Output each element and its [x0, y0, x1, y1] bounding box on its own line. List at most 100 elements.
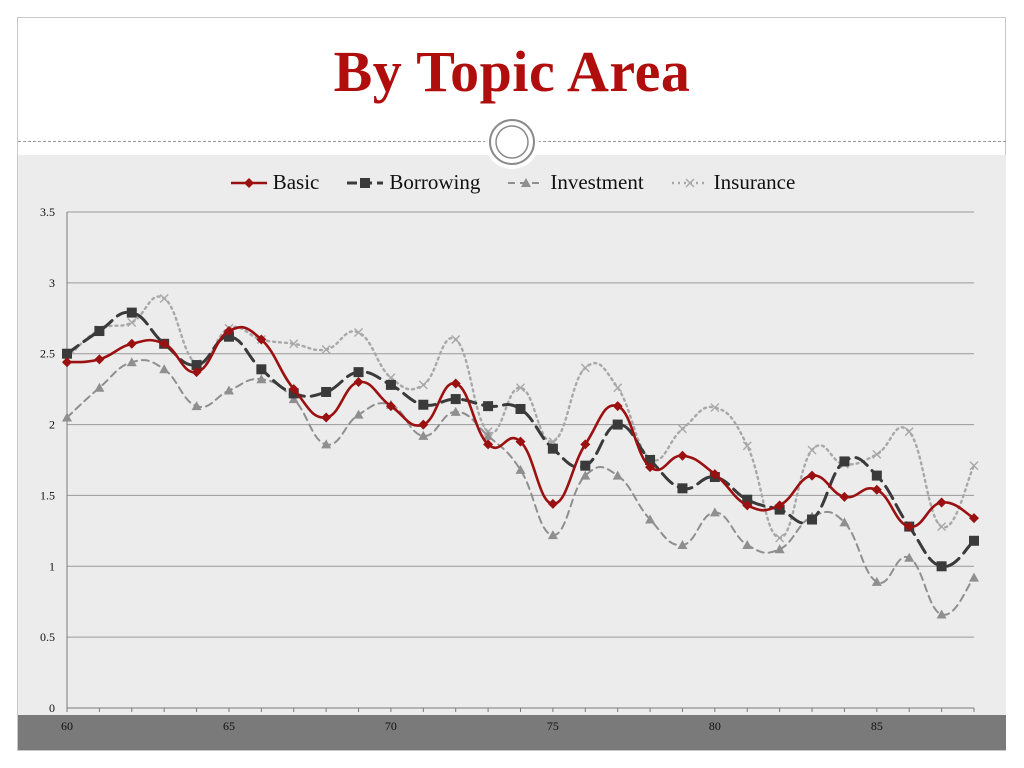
content-footer-band — [18, 715, 1006, 750]
data-point-basic — [936, 497, 947, 508]
data-point-basic — [807, 470, 818, 481]
data-point-borrowing — [126, 307, 137, 318]
x-tick-label: 70 — [385, 719, 397, 733]
data-point-basic — [94, 354, 105, 365]
data-point-insurance — [289, 339, 299, 349]
data-point-investment — [353, 409, 364, 419]
data-point-borrowing — [807, 514, 818, 525]
data-point-insurance — [418, 380, 428, 390]
y-tick-label: 1 — [49, 559, 55, 573]
data-point-investment — [450, 406, 461, 416]
legend-item-investment: Investment — [506, 170, 644, 195]
data-point-basic — [547, 498, 558, 509]
x-tick-label: 65 — [223, 719, 235, 733]
medallion-ornament — [485, 115, 539, 169]
data-point-investment — [223, 385, 234, 395]
data-point-insurance — [580, 363, 590, 373]
y-tick-label: 3 — [49, 276, 55, 290]
data-point-insurance — [613, 383, 623, 393]
data-point-basic — [159, 338, 170, 349]
data-point-insurance — [159, 293, 169, 303]
data-point-basic — [580, 439, 591, 450]
data-point-basic — [223, 326, 234, 337]
data-point-insurance — [516, 383, 525, 393]
y-tick-label: 1.5 — [40, 488, 55, 502]
data-point-investment — [159, 364, 170, 374]
data-point-investment — [62, 412, 72, 422]
data-point-investment — [904, 552, 915, 562]
data-point-investment — [418, 430, 429, 440]
data-point-borrowing — [580, 460, 591, 471]
data-point-insurance — [451, 335, 461, 345]
legend-label-borrowing: Borrowing — [389, 170, 481, 194]
data-point-basic — [126, 338, 137, 349]
data-point-basic — [450, 378, 461, 389]
y-tick-label: 2.5 — [40, 347, 55, 361]
data-point-basic — [969, 513, 979, 524]
data-point-borrowing — [645, 455, 656, 465]
x-tick-label: 85 — [871, 719, 883, 733]
data-point-basic — [418, 419, 429, 430]
data-point-borrowing — [223, 331, 234, 342]
data-point-borrowing — [871, 470, 882, 481]
data-point-basic — [677, 450, 688, 461]
data-point-investment — [774, 544, 785, 554]
data-point-insurance — [807, 445, 817, 455]
data-point-insurance — [937, 522, 947, 532]
data-point-insurance — [677, 424, 687, 434]
data-point-investment — [580, 470, 591, 480]
data-point-insurance — [354, 327, 364, 337]
data-point-borrowing — [94, 326, 105, 337]
series-line-basic — [65, 325, 976, 528]
data-point-basic — [742, 500, 753, 511]
data-point-investment — [126, 357, 137, 367]
data-point-investment — [969, 572, 979, 582]
data-point-basic — [839, 491, 850, 502]
legend-item-borrowing: Borrowing — [345, 170, 480, 195]
data-point-borrowing — [839, 456, 850, 467]
data-point-insurance — [742, 441, 752, 451]
data-point-basic — [321, 412, 332, 423]
series-line-investment — [66, 359, 975, 616]
data-point-basic — [774, 500, 785, 511]
y-tick-label: 2 — [49, 418, 55, 432]
y-tick-label: 0 — [49, 701, 55, 715]
data-point-insurance — [904, 427, 914, 437]
legend-item-insurance: Insurance — [670, 170, 796, 195]
legend-swatch-borrowing — [347, 177, 384, 188]
data-point-basic — [385, 401, 396, 412]
data-point-borrowing — [256, 364, 267, 375]
y-tick-label: 3.5 — [40, 205, 55, 219]
data-point-basic — [353, 377, 364, 388]
y-tick-label: 0.5 — [40, 630, 55, 644]
data-point-borrowing — [450, 394, 461, 405]
data-point-basic — [256, 334, 267, 345]
legend-swatch-basic — [230, 177, 267, 188]
data-point-insurance — [321, 344, 331, 354]
data-point-borrowing — [191, 360, 202, 371]
x-tick-label: 80 — [709, 719, 721, 733]
data-point-basic — [483, 439, 494, 450]
legend-swatch-insurance — [671, 178, 708, 187]
data-point-investment — [321, 439, 332, 449]
data-point-basic — [515, 436, 526, 447]
data-point-investment — [515, 464, 526, 474]
data-point-borrowing — [321, 386, 332, 397]
data-point-basic — [62, 357, 72, 368]
data-point-investment — [709, 507, 720, 517]
data-point-borrowing — [418, 399, 429, 410]
data-point-insurance — [127, 318, 137, 328]
data-point-investment — [742, 540, 753, 550]
data-point-basic — [645, 462, 656, 473]
slide-title: By Topic Area — [333, 39, 691, 104]
data-point-basic — [612, 401, 623, 412]
data-point-borrowing — [515, 403, 526, 414]
legend-label-insurance: Insurance — [713, 170, 796, 194]
data-point-basic — [904, 521, 915, 532]
data-point-investment — [191, 401, 202, 411]
data-point-investment — [256, 374, 267, 384]
data-point-borrowing — [742, 494, 753, 505]
content-area — [18, 155, 1006, 715]
data-point-basic — [288, 384, 299, 395]
